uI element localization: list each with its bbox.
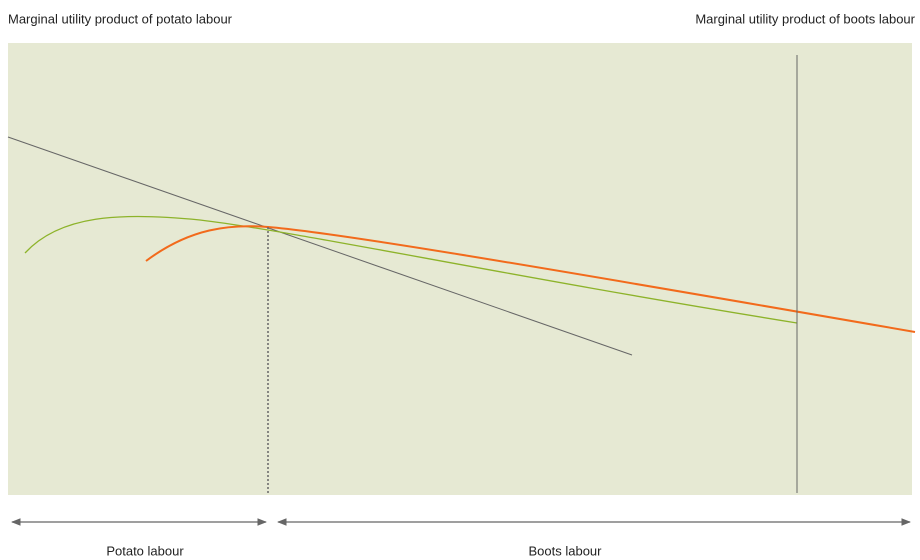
potato-curve [24, 215, 798, 324]
left-axis-label: Marginal utility product of potato labou… [8, 11, 233, 26]
boots-span-label: Boots labour [529, 543, 603, 558]
plot-panel [8, 43, 912, 495]
potato-span-label: Potato labour [106, 543, 184, 558]
right-axis-label: Marginal utility product of boots labour [695, 11, 915, 26]
gray-line [7, 136, 633, 356]
boots-curve [145, 225, 916, 333]
